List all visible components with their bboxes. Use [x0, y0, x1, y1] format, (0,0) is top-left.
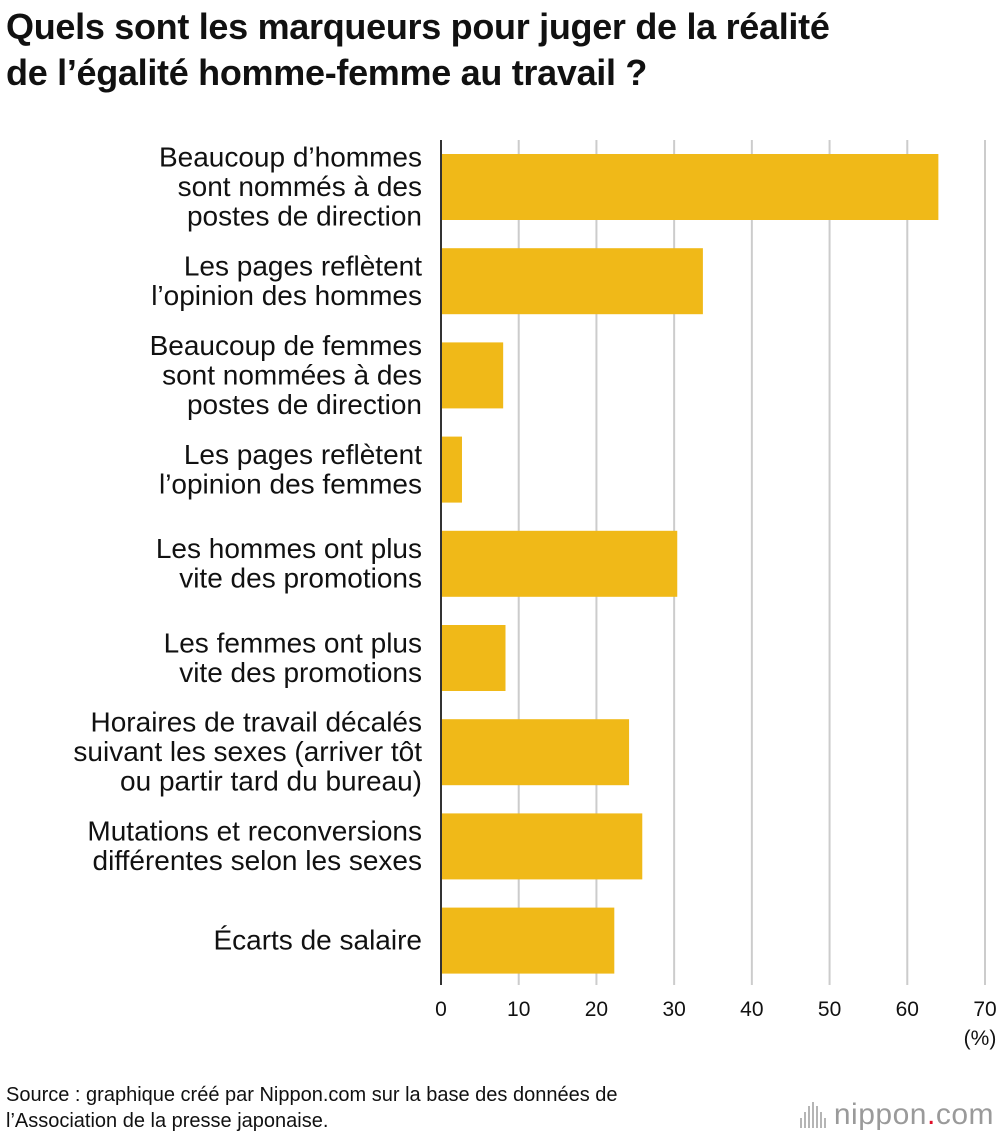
category-label: postes de direction: [187, 389, 422, 420]
category-label: Beaucoup d’hommes: [159, 142, 422, 173]
category-label: vite des promotions: [179, 657, 422, 688]
bar: [441, 813, 643, 880]
source-line-2: l’Association de la presse japonaise.: [6, 1110, 329, 1132]
category-label: Les femmes ont plus: [164, 627, 422, 658]
category-label: vite des promotions: [179, 563, 422, 594]
category-label: Les pages reflètent: [184, 439, 422, 470]
category-label: Les hommes ont plus: [156, 533, 422, 564]
category-label: différentes selon les sexes: [93, 845, 422, 876]
x-tick-label: 10: [507, 998, 530, 1021]
category-label: ou partir tard du bureau): [120, 766, 422, 797]
bar: [441, 907, 615, 974]
chart-title-line-1: Quels sont les marqueurs pour juger de l…: [6, 6, 830, 47]
chart-title: Quels sont les marqueurs pour juger de l…: [6, 4, 986, 96]
x-tick-label: 30: [662, 998, 685, 1021]
category-label: Écarts de salaire: [213, 925, 422, 956]
x-unit-label: (%): [964, 1027, 997, 1050]
x-tick-label: 50: [818, 998, 841, 1021]
logo-bars-icon: [799, 1102, 826, 1128]
source-note: Source : graphique créé par Nippon.com s…: [6, 1082, 618, 1134]
category-label: Beaucoup de femmes: [150, 330, 422, 361]
category-label: sont nommées à des: [162, 359, 422, 390]
logo-dot: .: [926, 1098, 936, 1131]
x-tick-label: 60: [896, 998, 919, 1021]
bar: [441, 154, 939, 220]
logo-name: nippon: [833, 1098, 927, 1131]
x-tick-label: 70: [973, 998, 996, 1021]
bar: [441, 342, 504, 409]
category-label: postes de direction: [187, 201, 422, 232]
category-label: l’opinion des femmes: [159, 468, 422, 499]
category-label: l’opinion des hommes: [151, 280, 422, 311]
x-tick-label: 20: [585, 998, 608, 1021]
category-label: suivant les sexes (arriver tôt: [73, 736, 422, 767]
x-tick-label: 0: [435, 998, 447, 1021]
bar: [441, 436, 462, 503]
source-line-1: Source : graphique créé par Nippon.com s…: [6, 1084, 618, 1106]
category-label: Les pages reflètent: [184, 250, 422, 281]
bar-chart: 0 10 20 30 40 50 60 70(%)Beaucoup d’hommessont …: [73, 140, 997, 1050]
category-label: Horaires de travail décalés: [91, 707, 423, 738]
bar: [441, 719, 630, 786]
category-label: Mutations et reconversions: [87, 816, 422, 847]
x-tick-label: 40: [740, 998, 763, 1021]
chart-title-line-2: de l’égalité homme-femme au travail ?: [6, 52, 648, 93]
bar: [441, 530, 678, 597]
bar: [441, 625, 506, 691]
category-label: sont nommés à des: [178, 171, 422, 202]
bar: [441, 248, 703, 315]
nippon-logo[interactable]: nippon. com: [799, 1098, 994, 1132]
logo-tld: com: [935, 1098, 994, 1131]
